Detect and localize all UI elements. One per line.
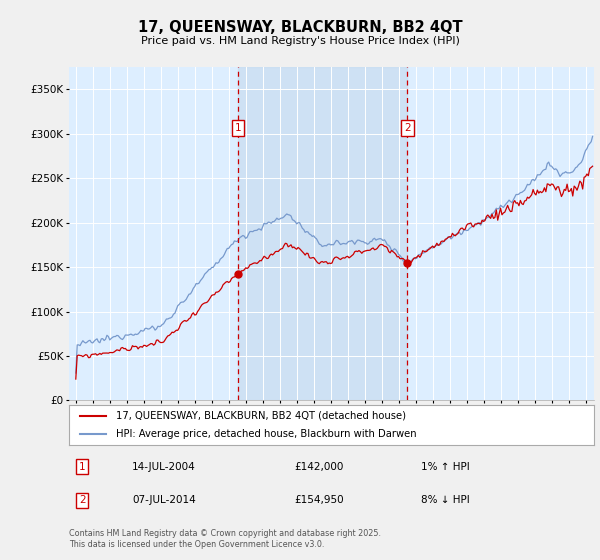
Text: 2: 2 [79, 495, 85, 505]
Text: 17, QUEENSWAY, BLACKBURN, BB2 4QT: 17, QUEENSWAY, BLACKBURN, BB2 4QT [137, 20, 463, 35]
Text: 2: 2 [404, 123, 411, 133]
Text: 17, QUEENSWAY, BLACKBURN, BB2 4QT (detached house): 17, QUEENSWAY, BLACKBURN, BB2 4QT (detac… [116, 411, 406, 421]
Text: 1: 1 [235, 123, 241, 133]
Text: Price paid vs. HM Land Registry's House Price Index (HPI): Price paid vs. HM Land Registry's House … [140, 36, 460, 46]
Bar [238, 67, 407, 400]
Text: £154,950: £154,950 [295, 495, 344, 505]
Text: Contains HM Land Registry data © Crown copyright and database right 2025.
This d: Contains HM Land Registry data © Crown c… [69, 529, 381, 549]
Text: 8% ↓ HPI: 8% ↓ HPI [421, 495, 470, 505]
Text: 1% ↑ HPI: 1% ↑ HPI [421, 462, 470, 472]
Text: 07-JUL-2014: 07-JUL-2014 [132, 495, 196, 505]
Text: 1: 1 [79, 462, 85, 472]
Text: 14-JUL-2004: 14-JUL-2004 [132, 462, 196, 472]
Text: £142,000: £142,000 [295, 462, 344, 472]
Text: HPI: Average price, detached house, Blackburn with Darwen: HPI: Average price, detached house, Blac… [116, 430, 417, 439]
